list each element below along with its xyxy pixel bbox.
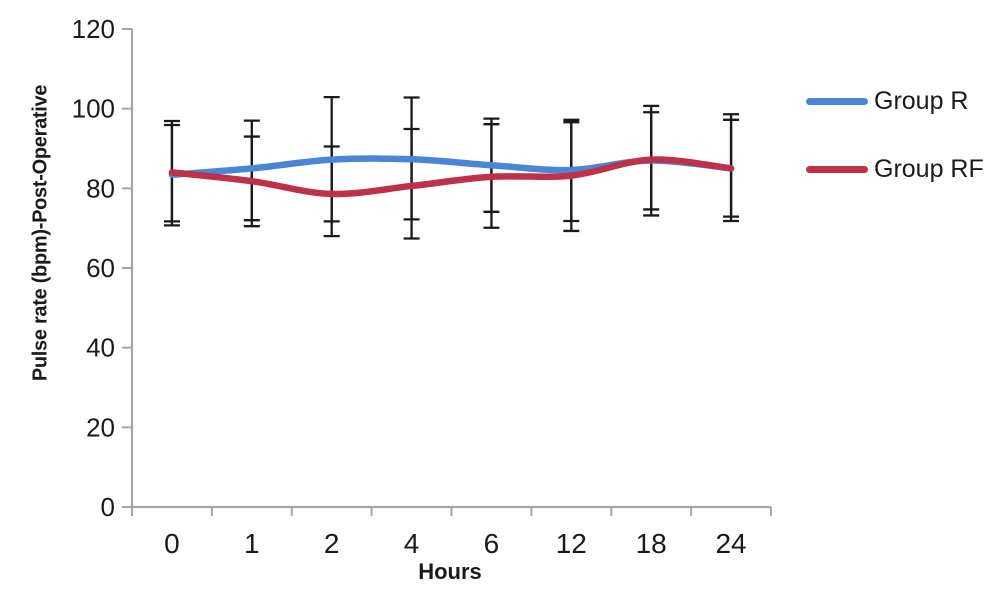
x-tick-label: 24 <box>715 528 746 559</box>
y-tick-label: 80 <box>86 173 115 203</box>
x-tick-label: 12 <box>556 528 587 559</box>
y-tick-label: 120 <box>72 14 115 44</box>
x-tick-label: 6 <box>484 528 500 559</box>
y-tick-label: 40 <box>86 333 115 363</box>
series-line-group-rf <box>168 156 735 198</box>
legend-item-group-r: Group R <box>806 86 984 116</box>
group-r-line-swatch <box>806 97 868 105</box>
x-axis-title: Hours <box>418 559 482 584</box>
y-tick-label: 100 <box>72 94 115 124</box>
y-axis-title: Pulse rate (bpm)-Post-Operative <box>29 84 52 382</box>
x-tick-label: 1 <box>244 528 260 559</box>
y-tick-label: 0 <box>101 492 115 522</box>
x-tick-label: 2 <box>324 528 340 559</box>
legend-item-group-rf: Group RF <box>806 154 984 184</box>
legend-label-group-r: Group R <box>874 86 969 115</box>
x-tick-label: 18 <box>636 528 667 559</box>
y-tick-label: 20 <box>86 412 115 442</box>
x-tick-label: 0 <box>164 528 180 559</box>
y-tick-label: 60 <box>86 253 115 283</box>
group-rf-line-swatch <box>806 165 868 173</box>
legend-label-group-rf: Group RF <box>874 154 984 183</box>
x-tick-label: 4 <box>404 528 420 559</box>
legend: Group R Group RF <box>806 86 984 184</box>
